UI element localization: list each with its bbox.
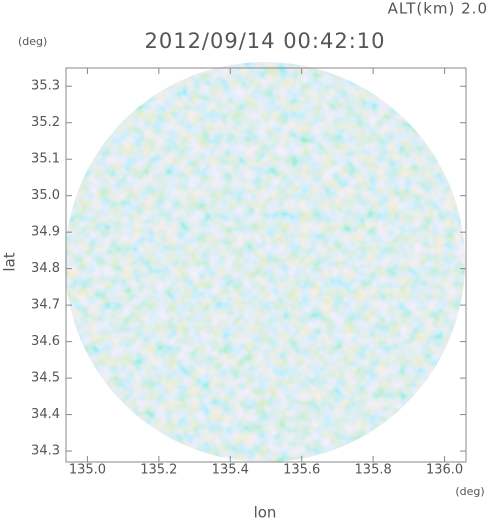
x-unit: (deg) — [455, 485, 484, 498]
chart-title: 2012/09/14 00:42:10 — [144, 29, 385, 53]
x-tick-label: 135.6 — [283, 463, 320, 478]
plot-frame — [65, 67, 467, 463]
y-tick-label: 34.5 — [31, 371, 60, 386]
x-axis-label: lon — [254, 504, 277, 522]
field-texture — [65, 62, 465, 462]
y-tick-label: 34.7 — [31, 298, 60, 313]
y-tick-label: 34.6 — [31, 334, 60, 349]
x-tick-label: 136.0 — [426, 463, 463, 478]
radar-field — [65, 62, 465, 462]
y-tick-label: 34.9 — [31, 225, 60, 240]
y-axis-label: lat — [1, 252, 19, 271]
y-tick-label: 35.0 — [31, 188, 60, 203]
y-tick-label: 35.1 — [31, 152, 60, 167]
x-tick-label: 135.0 — [69, 463, 106, 478]
y-tick-label: 34.4 — [31, 407, 60, 422]
y-tick-label: 35.3 — [31, 79, 60, 94]
y-unit: (deg) — [18, 35, 47, 48]
x-tick-label: 135.8 — [355, 463, 392, 478]
y-tick-label: 34.8 — [31, 261, 60, 276]
x-tick-label: 135.4 — [212, 463, 249, 478]
y-tick-label: 34.3 — [31, 444, 60, 459]
y-tick-label: 35.2 — [31, 115, 60, 130]
altitude-label: ALT(km) 2.0 — [388, 0, 488, 18]
x-tick-label: 135.2 — [140, 463, 177, 478]
